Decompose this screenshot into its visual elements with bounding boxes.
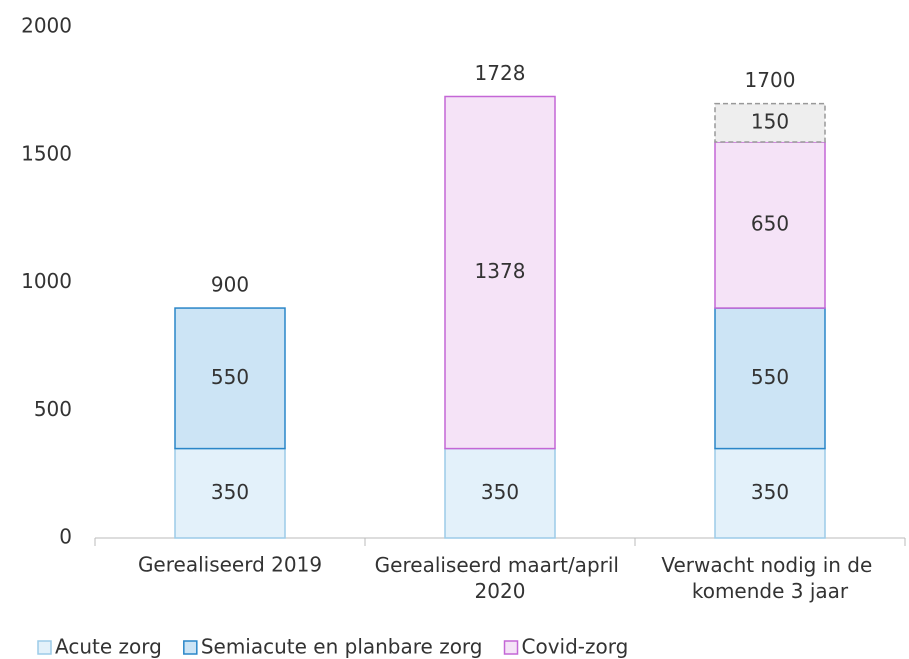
bar-segment (174, 307, 286, 450)
y-tick-label: 2000 (21, 14, 72, 38)
bar-segment (714, 141, 826, 309)
value-label: 350 (481, 480, 519, 504)
y-tick-label: 500 (34, 397, 72, 421)
legend-swatch (183, 640, 198, 655)
bar-segment (714, 102, 826, 143)
legend-label: Covid-zorg (522, 635, 629, 659)
legend-swatch (37, 640, 52, 655)
total-label: 900 (211, 273, 249, 297)
bar-segment (174, 447, 286, 539)
value-label: 650 (751, 212, 789, 236)
legend-swatch (503, 640, 519, 655)
value-label: 150 (751, 109, 789, 133)
x-tick-label: Gerealiseerd 2019 (138, 553, 322, 577)
legend-label: Acute zorg (55, 635, 162, 659)
y-tick-label: 0 (59, 525, 72, 549)
value-label: 350 (751, 480, 789, 504)
value-label: 350 (211, 480, 249, 504)
x-tick-label: Verwacht nodig in de komende 3 jaar (661, 553, 878, 603)
value-label: 550 (751, 365, 789, 389)
bar-segment (444, 95, 556, 450)
y-tick-label: 1000 (21, 269, 72, 293)
value-label: 550 (211, 365, 249, 389)
total-label: 1700 (745, 68, 796, 92)
x-tick-label: Gerealiseerd maart/april 2020 (375, 553, 626, 603)
y-tick-label: 1500 (21, 141, 72, 165)
legend-label: Semiacute en planbare zorg (201, 635, 483, 659)
value-label: 1378 (475, 259, 526, 283)
total-label: 1728 (475, 61, 526, 85)
